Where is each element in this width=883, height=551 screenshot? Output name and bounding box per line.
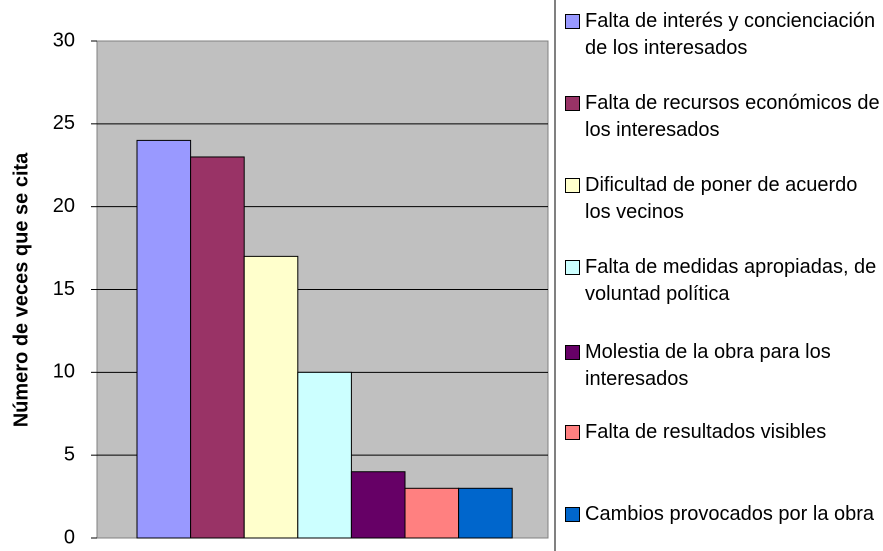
y-tick-label: 0 bbox=[64, 526, 75, 548]
bar bbox=[350, 471, 406, 539]
legend-swatch bbox=[565, 14, 580, 29]
y-tick-label: 5 bbox=[64, 443, 75, 465]
legend-label: Molestia de la obra para los interesados bbox=[585, 341, 831, 390]
y-tick-label: 20 bbox=[53, 195, 75, 217]
y-tick-label: 30 bbox=[53, 29, 75, 51]
bar bbox=[243, 255, 299, 539]
y-tick-label: 10 bbox=[53, 361, 75, 383]
bar bbox=[190, 156, 245, 539]
y-tick-label: 15 bbox=[53, 278, 75, 300]
y-axis-label: Número de veces que se cita bbox=[10, 152, 32, 427]
bar bbox=[458, 487, 513, 539]
legend-label: Cambios provocados por la obra bbox=[585, 503, 875, 525]
bar bbox=[136, 139, 192, 539]
legend-label: Falta de medidas apropiadas, de voluntad… bbox=[585, 256, 877, 305]
legend-label: Falta de resultados visibles bbox=[585, 421, 827, 443]
bar bbox=[404, 487, 460, 539]
legend-swatch bbox=[565, 345, 580, 360]
legend-swatch bbox=[565, 96, 580, 111]
legend-swatch bbox=[565, 178, 580, 193]
legend-swatch bbox=[565, 425, 580, 440]
legend-label: Dificultad de poner de acuerdo los vecin… bbox=[585, 174, 858, 223]
legend-swatch bbox=[565, 260, 580, 275]
legend-label: Falta de recursos económicos de los inte… bbox=[585, 92, 880, 141]
legend-label: Falta de interés y concienciación de los… bbox=[585, 10, 876, 59]
bar bbox=[297, 371, 352, 539]
y-tick-label: 25 bbox=[53, 112, 75, 134]
legend-swatch bbox=[565, 507, 580, 522]
